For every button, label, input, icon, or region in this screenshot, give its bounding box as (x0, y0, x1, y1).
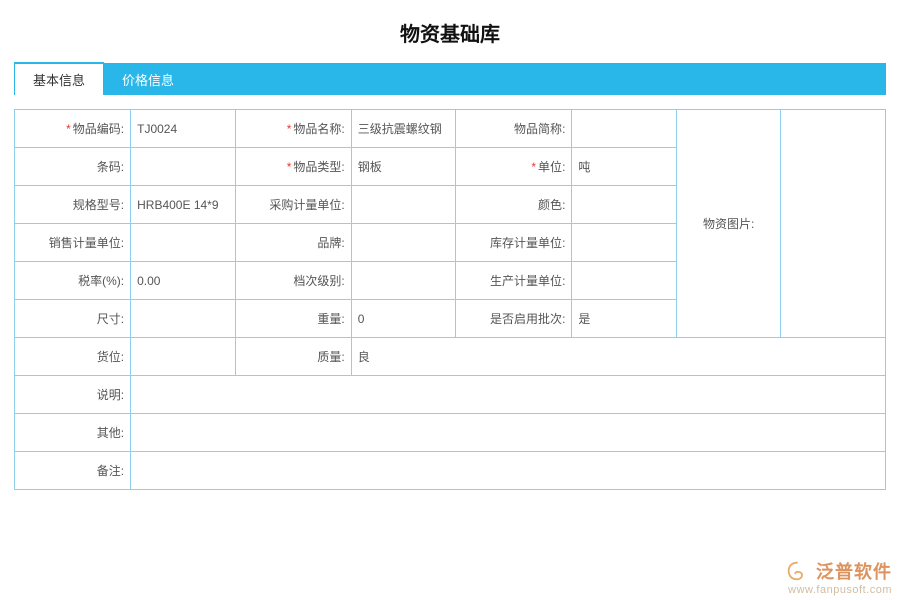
label-description: 说明: (15, 376, 131, 414)
value-item-name: 三级抗震螺纹钢 (351, 110, 456, 148)
value-sales-unit (131, 224, 236, 262)
value-item-type: 钢板 (351, 148, 456, 186)
label-sales-unit: 销售计量单位: (15, 224, 131, 262)
label-location: 货位: (15, 338, 131, 376)
tab-basic-info[interactable]: 基本信息 (14, 62, 104, 95)
value-size (131, 300, 236, 338)
tabbar: 基本信息 价格信息 (14, 63, 886, 95)
value-quality: 良 (351, 338, 885, 376)
value-prod-unit (572, 262, 677, 300)
label-quality: 质量: (235, 338, 351, 376)
label-tax-rate: 税率(%): (15, 262, 131, 300)
label-stock-unit: 库存计量单位: (456, 224, 572, 262)
label-remark: 备注: (15, 452, 131, 490)
value-color (572, 186, 677, 224)
page-title: 物资基础库 (0, 0, 900, 63)
value-location (131, 338, 236, 376)
value-tax-rate: 0.00 (131, 262, 236, 300)
label-item-code: *物品编码: (15, 110, 131, 148)
detail-table: *物品编码: TJ0024 *物品名称: 三级抗震螺纹钢 物品简称: 物资图片:… (14, 109, 886, 490)
value-remark (131, 452, 886, 490)
label-weight: 重量: (235, 300, 351, 338)
label-prod-unit: 生产计量单位: (456, 262, 572, 300)
watermark-brand: 泛普软件 (816, 562, 892, 582)
value-stock-unit (572, 224, 677, 262)
label-item-short: 物品简称: (456, 110, 572, 148)
value-barcode (131, 148, 236, 186)
label-item-type: *物品类型: (235, 148, 351, 186)
label-other: 其他: (15, 414, 131, 452)
value-spec-model: HRB400E 14*9 (131, 186, 236, 224)
label-item-name: *物品名称: (235, 110, 351, 148)
value-item-short (572, 110, 677, 148)
value-image[interactable] (781, 110, 886, 338)
label-barcode: 条码: (15, 148, 131, 186)
label-unit: *单位: (456, 148, 572, 186)
label-brand: 品牌: (235, 224, 351, 262)
label-color: 颜色: (456, 186, 572, 224)
logo-icon (787, 561, 807, 581)
value-purchase-unit (351, 186, 456, 224)
form-container: *物品编码: TJ0024 *物品名称: 三级抗震螺纹钢 物品简称: 物资图片:… (14, 109, 886, 490)
watermark: 泛普软件 www.fanpusoft.com (787, 558, 892, 596)
value-other (131, 414, 886, 452)
label-purchase-unit: 采购计量单位: (235, 186, 351, 224)
label-size: 尺寸: (15, 300, 131, 338)
label-image: 物资图片: (676, 110, 781, 338)
value-description (131, 376, 886, 414)
label-spec-model: 规格型号: (15, 186, 131, 224)
watermark-url: www.fanpusoft.com (787, 584, 892, 596)
label-grade-level: 档次级别: (235, 262, 351, 300)
value-brand (351, 224, 456, 262)
tab-price-info[interactable]: 价格信息 (104, 63, 192, 95)
value-grade-level (351, 262, 456, 300)
label-enable-batch: 是否启用批次: (456, 300, 572, 338)
value-weight: 0 (351, 300, 456, 338)
value-enable-batch: 是 (572, 300, 677, 338)
value-unit: 吨 (572, 148, 677, 186)
value-item-code: TJ0024 (131, 110, 236, 148)
